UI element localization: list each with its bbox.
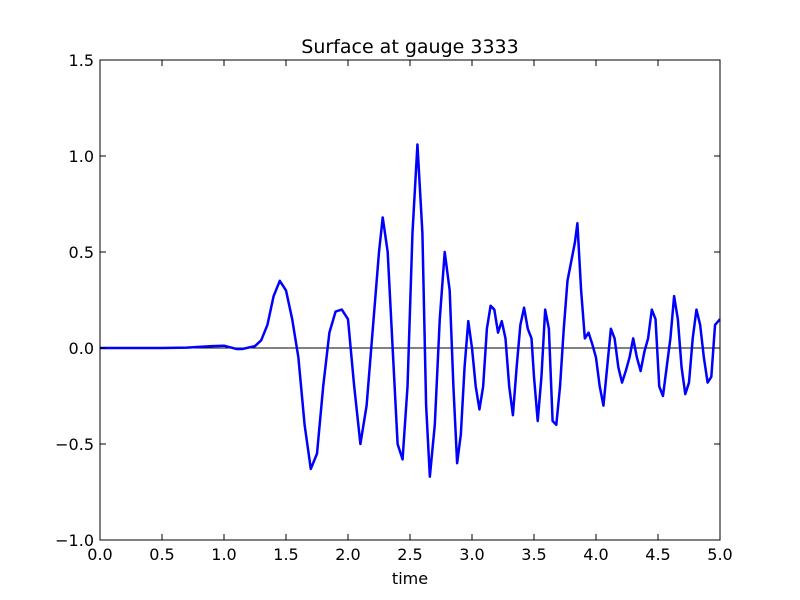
x-tick-label: 3.0 bbox=[459, 545, 484, 564]
y-tick-label: 1.5 bbox=[69, 51, 94, 70]
x-tick-label: 4.0 bbox=[583, 545, 608, 564]
x-tick-label: 2.0 bbox=[335, 545, 360, 564]
y-tick-label: 0.5 bbox=[69, 243, 94, 262]
x-tick-label: 3.5 bbox=[521, 545, 546, 564]
x-axis-label: time bbox=[392, 569, 428, 588]
x-tick-label: 1.0 bbox=[211, 545, 236, 564]
y-tick-label: 0.0 bbox=[69, 339, 94, 358]
y-tick-label: −0.5 bbox=[55, 435, 94, 454]
chart-title: Surface at gauge 3333 bbox=[301, 36, 518, 58]
y-tick-label: −1.0 bbox=[55, 531, 94, 550]
x-tick-label: 2.5 bbox=[397, 545, 422, 564]
x-tick-label: 0.5 bbox=[149, 545, 174, 564]
y-tick-label: 1.0 bbox=[69, 147, 94, 166]
x-tick-label: 5.0 bbox=[707, 545, 732, 564]
x-tick-label: 4.5 bbox=[645, 545, 670, 564]
data-line bbox=[100, 143, 721, 478]
x-tick-label: 0.0 bbox=[87, 545, 112, 564]
x-tick-label: 1.5 bbox=[273, 545, 298, 564]
